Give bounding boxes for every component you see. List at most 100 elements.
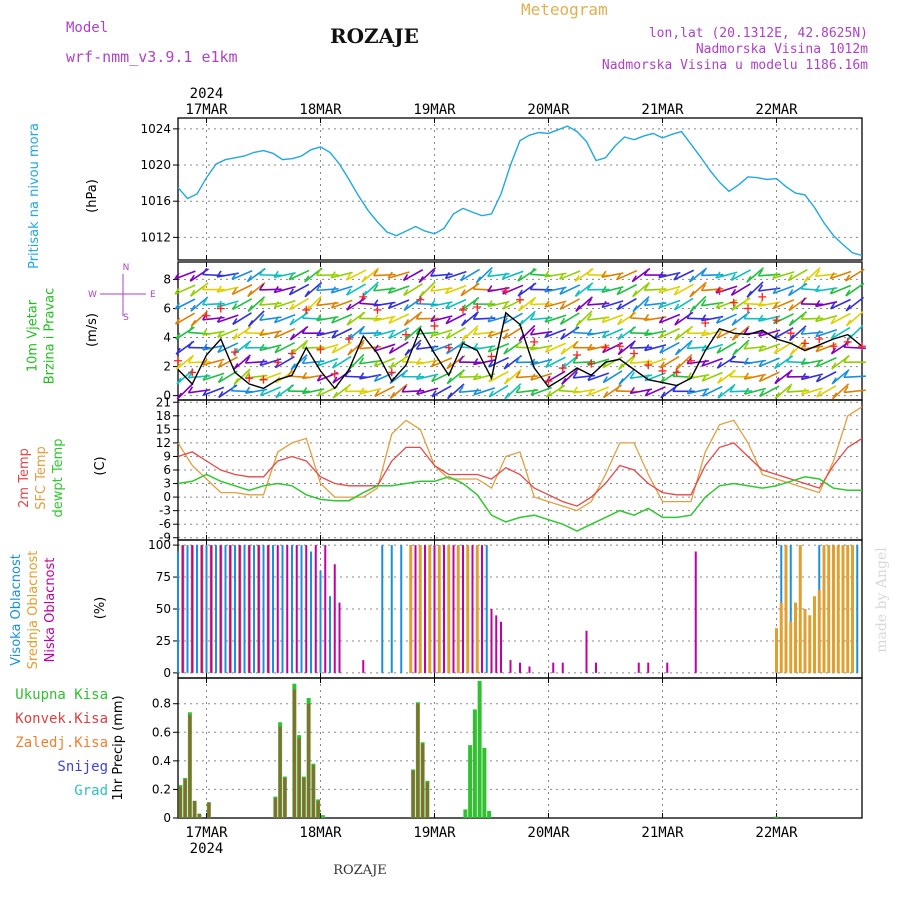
ytick-label: 0.2 (152, 782, 171, 796)
wind-barb-feather (660, 391, 666, 399)
cloud-bar-1 (243, 545, 246, 673)
wind-barb-feather (331, 316, 337, 324)
wind-barb-feather (258, 283, 265, 291)
wind-barb-feather (800, 327, 806, 335)
wind-barb-feather (743, 387, 750, 395)
wind-barb (773, 327, 794, 340)
wind-barb (687, 317, 710, 320)
cloud-bar-2 (338, 602, 341, 673)
wind-barb-feather (216, 300, 222, 308)
year-label-top: 2024 (190, 86, 224, 102)
panel-0 (173, 117, 863, 261)
station-elevation: Nadmorska Visina 1012m (695, 42, 868, 57)
precip-conv-bar (416, 703, 420, 818)
wind-barb-feather (701, 389, 708, 397)
wind-barb-feather (201, 283, 208, 291)
wind-barb-feather (800, 357, 806, 365)
wind-gust-mark (444, 343, 453, 352)
wind-barb (559, 298, 580, 310)
wind-barb-feather (772, 271, 778, 279)
wind-gust-mark (672, 368, 681, 377)
wind-barb (331, 313, 353, 324)
wind-barb-feather (372, 269, 379, 277)
wind-barb (530, 386, 552, 396)
wind-barb-feather (772, 301, 779, 309)
wind-barb-feather (217, 345, 223, 353)
wind-barb-feather (715, 271, 721, 279)
wind-gust-mark (687, 356, 695, 365)
ytick-label: 6 (163, 463, 171, 477)
wind-barb (545, 356, 566, 368)
wind-barb (575, 296, 593, 312)
wind-barb-feather (616, 288, 622, 296)
wind-barb (430, 273, 453, 277)
wind-barb-feather (244, 326, 251, 334)
wind-barb (445, 270, 467, 280)
wind-barb-feather (403, 318, 410, 326)
wind-barb (347, 339, 365, 356)
wind-barb-feather (515, 340, 521, 348)
wind-barb (715, 271, 738, 279)
ytick-label: 75 (156, 570, 171, 584)
wind-barb-feather (388, 346, 395, 354)
wind-barb-feather (174, 272, 180, 280)
wind-barb-feather (831, 362, 837, 370)
wind-barb (231, 270, 253, 281)
wind-barb (332, 355, 352, 369)
wind-barb-feather (572, 341, 578, 349)
wind-barb-feather (258, 268, 265, 276)
ytick-label: 3 (163, 477, 171, 491)
wind-barb-feather (473, 388, 479, 396)
wind-barb-feather (187, 386, 194, 394)
wind-barb-feather (501, 272, 508, 280)
cloud-bar-0 (846, 545, 850, 673)
wind-barb-feather (330, 301, 337, 309)
wind-barb (573, 331, 596, 335)
wind-barb (430, 315, 453, 323)
wind-barb (561, 368, 579, 385)
wind-barb-feather (529, 298, 536, 305)
wind-barb-feather (403, 303, 409, 311)
wind-barb (659, 313, 681, 324)
wind-barb-feather (787, 274, 794, 282)
wind-barb-feather (431, 375, 437, 383)
cloud-bar-1 (390, 545, 393, 673)
wind-barb-feather (444, 272, 451, 279)
wind-barb-feather (290, 363, 296, 371)
wind-barb (789, 325, 807, 342)
wind-barb-feather (246, 275, 253, 282)
wind-barb-feather (232, 333, 238, 340)
wind-barb-feather (460, 289, 466, 297)
wind-barb-feather (403, 288, 409, 296)
wind-barb-feather (244, 341, 251, 349)
wind-barb-feather (217, 330, 223, 338)
temp-ylabel-2: dewpt Temp (51, 438, 66, 517)
wind-barb-feather (358, 342, 365, 350)
wind-barb-feather (757, 284, 764, 292)
wind-barb (289, 297, 309, 311)
wind-unit: (m/s) (85, 313, 100, 347)
ytick-label: 0.8 (152, 697, 171, 711)
wind-barb-feather (487, 315, 493, 323)
cloud-bar-2 (219, 545, 222, 673)
precip-conv-bar (316, 800, 320, 818)
wind-barb (487, 328, 510, 338)
wind-gust-mark (558, 364, 567, 373)
wind-barb (731, 325, 750, 341)
cloud-bar-2 (585, 630, 588, 673)
xtick-top-label: 22MAR (755, 102, 798, 118)
wind-barb-feather (773, 362, 780, 369)
ytick-label: 18 (156, 409, 171, 423)
wind-barb (217, 356, 238, 369)
wind-barb (843, 389, 866, 394)
wind-gust-mark (858, 342, 866, 351)
wind-barb-feather (602, 376, 608, 384)
wind-barb-feather (460, 274, 466, 282)
wind-gust-mark (430, 321, 439, 330)
wind-barb (374, 357, 396, 367)
wind-barb-feather (472, 282, 479, 290)
ytick-label: 0.4 (152, 754, 171, 768)
wind-barb (516, 375, 539, 379)
wind-barb-feather (800, 372, 807, 380)
wind-gust-mark (843, 337, 852, 346)
